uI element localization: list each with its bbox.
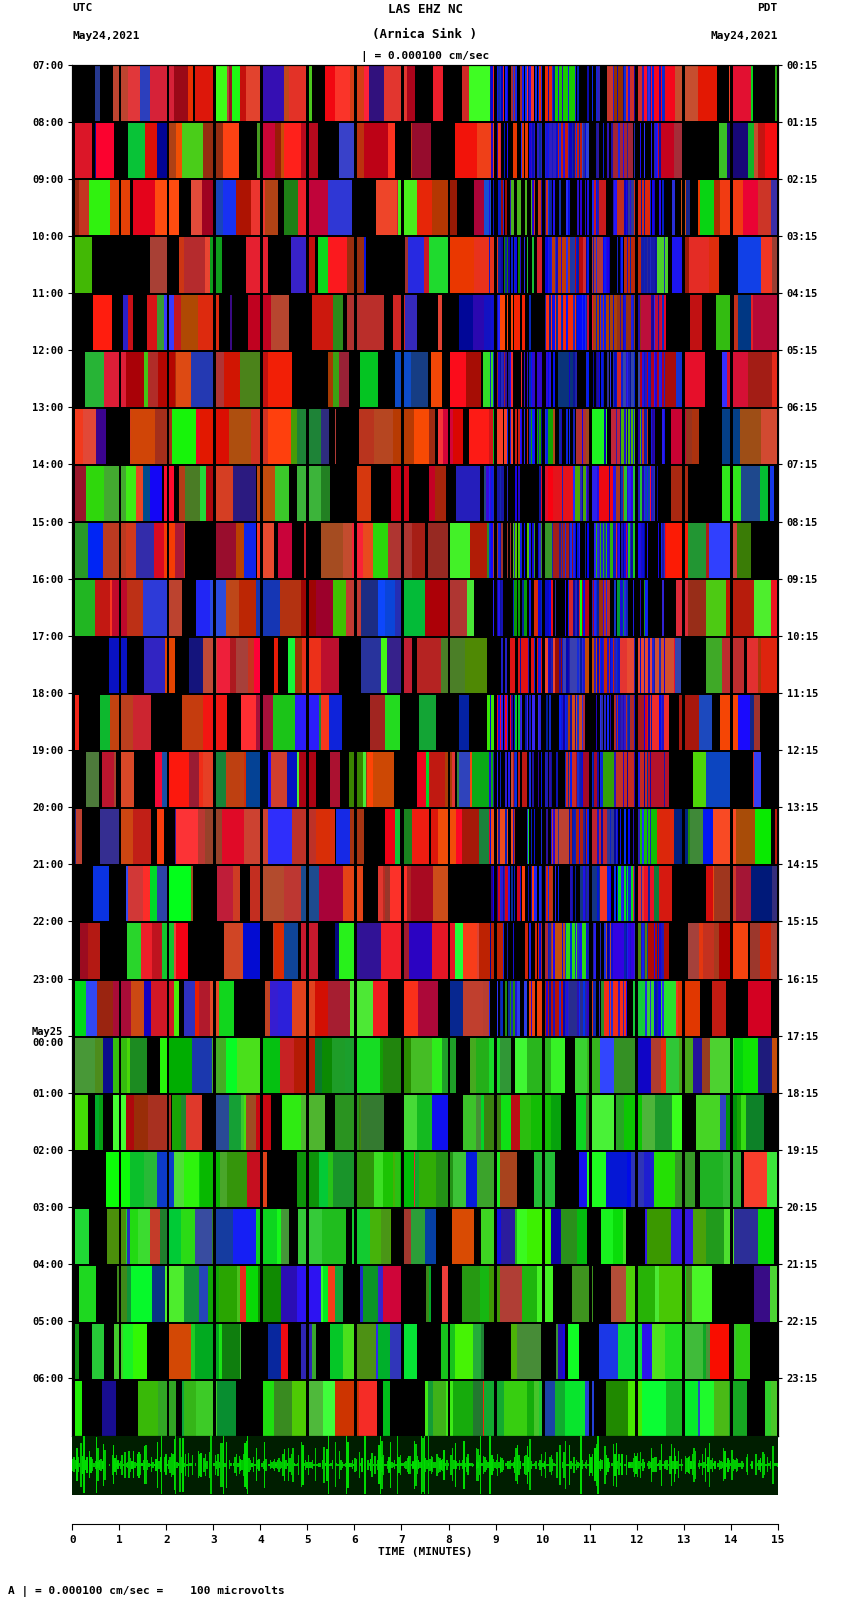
X-axis label: TIME (MINUTES): TIME (MINUTES) [377,1547,473,1558]
Text: May24,2021: May24,2021 [72,31,139,40]
Text: A | = 0.000100 cm/sec =    100 microvolts: A | = 0.000100 cm/sec = 100 microvolts [8,1586,286,1597]
Text: UTC: UTC [72,3,93,13]
Text: (Arnica Sink ): (Arnica Sink ) [372,27,478,40]
Text: LAS EHZ NC: LAS EHZ NC [388,3,462,16]
Text: | = 0.000100 cm/sec: | = 0.000100 cm/sec [361,52,489,61]
Text: May24,2021: May24,2021 [711,31,778,40]
Text: PDT: PDT [757,3,778,13]
